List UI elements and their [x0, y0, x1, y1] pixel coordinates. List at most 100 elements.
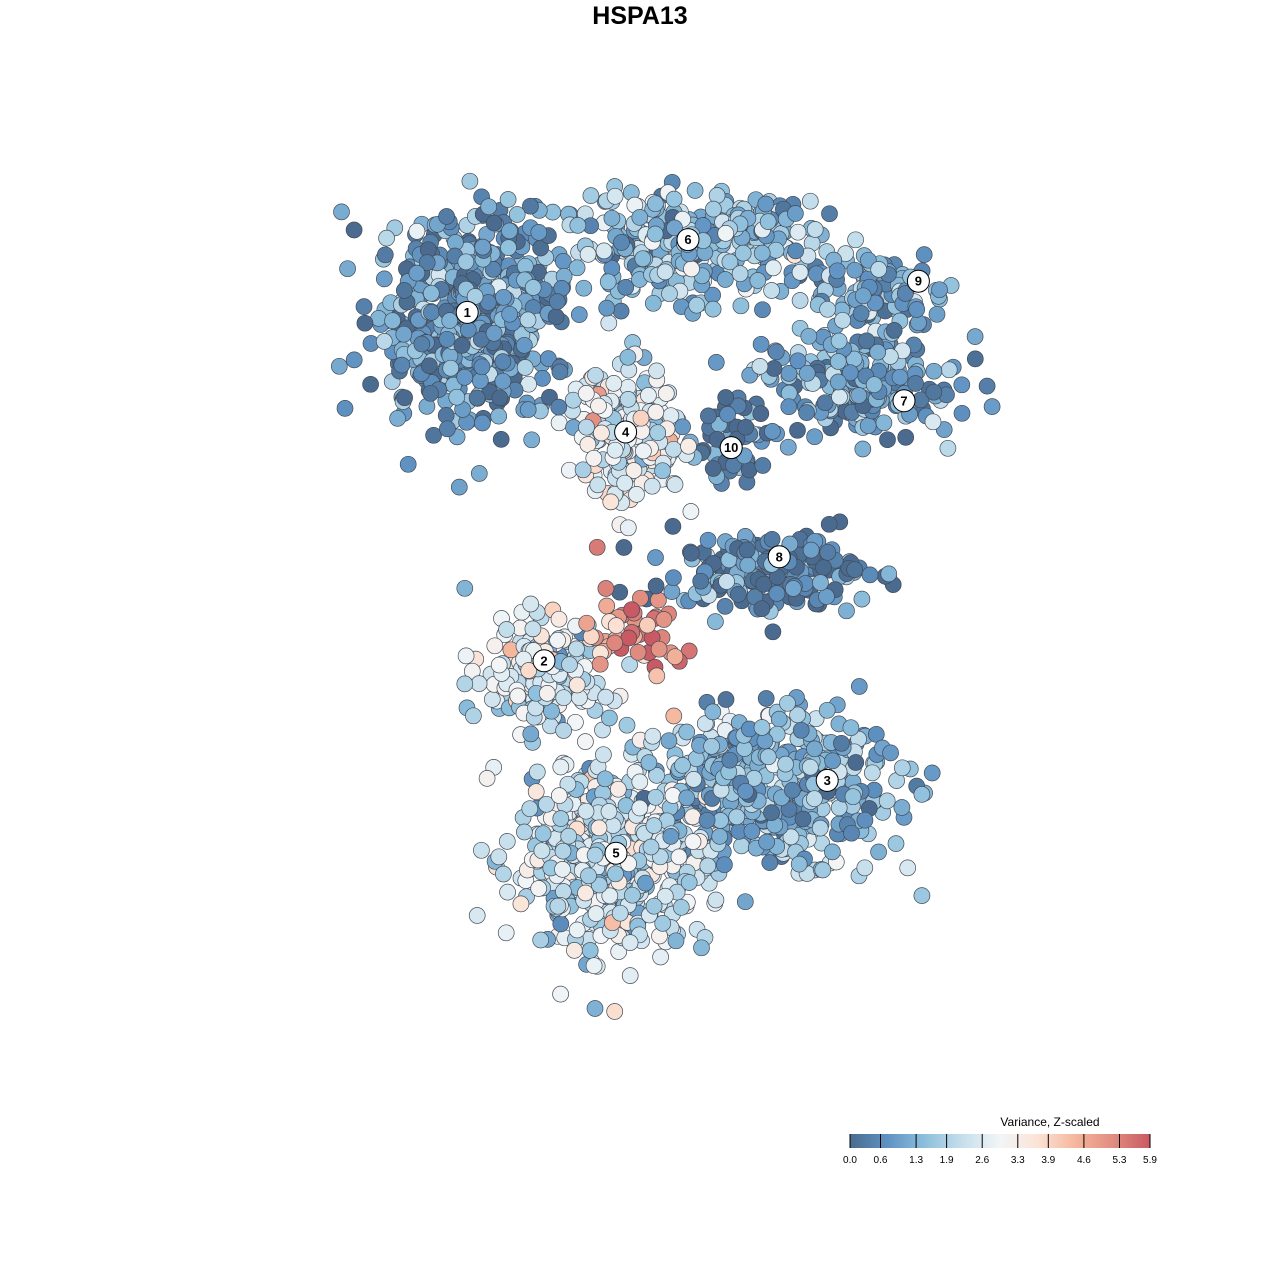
point-cluster-10: [752, 405, 770, 422]
point-cluster-4: [619, 348, 637, 366]
point-cluster-5: [662, 828, 680, 845]
point-cluster-9: [828, 262, 846, 280]
point-cluster-6: [757, 195, 775, 213]
point-cluster-1: [378, 229, 395, 247]
point-cluster-1: [345, 351, 363, 369]
point-cluster-4: [665, 440, 682, 458]
point-cluster-8: [682, 544, 700, 562]
point-cluster-5: [495, 865, 512, 883]
point-cluster-3: [887, 835, 905, 852]
point-hotspot: [666, 648, 684, 666]
point-cluster-7: [800, 327, 818, 345]
point-cluster-7: [897, 429, 915, 446]
point-cluster-6: [731, 265, 749, 283]
point-cluster-2: [568, 640, 585, 658]
point-cluster-4: [632, 409, 650, 427]
cluster-label-8: 8: [776, 549, 783, 564]
point-cluster-6: [749, 272, 767, 289]
point-cluster-5: [601, 887, 619, 905]
point-hotspot: [591, 655, 609, 673]
point-cluster-1: [376, 246, 394, 264]
point-cluster-1: [375, 270, 393, 288]
point-cluster-5: [580, 867, 597, 885]
colorbar-tick-label: 4.6: [1077, 1155, 1091, 1166]
point-cluster-3: [698, 811, 716, 829]
point-cluster-8: [818, 588, 835, 605]
point-cluster-1: [375, 333, 393, 350]
colorbar-tick-label: 5.9: [1143, 1155, 1157, 1166]
point-hotspot: [629, 643, 647, 661]
point-cluster-4: [593, 424, 610, 442]
point-cluster-2: [457, 647, 475, 665]
point-cluster-4: [625, 462, 643, 479]
point-hotspot: [578, 614, 596, 632]
point-cluster-1: [470, 465, 488, 482]
point-cluster-1: [491, 389, 509, 407]
point-hotspot: [588, 538, 606, 556]
point-cluster-8: [615, 539, 633, 556]
point-cluster-7: [865, 376, 883, 394]
point-cluster-6: [721, 253, 739, 271]
point-cluster-6: [732, 297, 750, 315]
point-cluster-3: [737, 782, 754, 800]
point-cluster-3: [824, 752, 841, 770]
colorbar: 0.0 0.6 1.3 1.9 2.6 3.3 3.9 4.6 5.3 5.9: [843, 1134, 1157, 1166]
point-cluster-6: [734, 244, 752, 262]
point-hotspot: [680, 642, 698, 660]
point-cluster-8: [739, 556, 757, 574]
point-cluster-1: [501, 222, 518, 240]
point-cluster-3: [674, 757, 691, 774]
point-cluster-8: [729, 586, 747, 603]
point-cluster-8: [815, 559, 832, 576]
point-cluster-4: [550, 414, 568, 432]
point-cluster-6: [821, 205, 838, 223]
point-cluster-7: [939, 439, 957, 457]
point-cluster-3: [753, 719, 771, 736]
point-cluster-3: [913, 887, 931, 904]
point-cluster-6: [647, 195, 664, 213]
point-cluster-2: [561, 656, 578, 673]
point-hotspot: [597, 580, 615, 597]
point-cluster-2: [456, 675, 474, 693]
point-cluster-3: [923, 764, 941, 782]
point-cluster-4: [605, 375, 623, 392]
point-cluster-8: [819, 543, 837, 561]
point-cluster-5: [606, 1003, 624, 1020]
point-cluster-5: [534, 825, 552, 843]
point-cluster-5: [550, 787, 568, 804]
point-cluster-7: [767, 343, 785, 361]
point-cluster-4: [577, 385, 595, 402]
cluster-label-6: 6: [684, 232, 691, 247]
point-cluster-9: [834, 311, 851, 329]
point-cluster-1: [438, 330, 456, 348]
point-cluster-5: [611, 904, 629, 922]
point-cluster-5: [532, 931, 550, 949]
point-cluster-5: [497, 924, 515, 942]
cluster-label-badge-2: [532, 649, 556, 673]
point-cluster-6: [595, 242, 613, 260]
point-cluster-5: [609, 780, 627, 798]
point-cluster-1: [345, 221, 363, 239]
colorbar-title: Variance, Z-scaled: [1000, 1115, 1100, 1129]
point-cluster-4: [680, 437, 697, 455]
point-cluster-7: [751, 358, 769, 375]
point-cluster-1: [551, 363, 569, 381]
point-cluster-6: [606, 187, 624, 205]
point-cluster-8: [853, 590, 871, 608]
point-cluster-7: [798, 404, 815, 421]
point-cluster-1: [522, 197, 539, 215]
point-cluster-5: [566, 942, 583, 959]
point-cluster-5: [645, 897, 663, 915]
point-cluster-2: [522, 725, 540, 743]
point-cluster-6: [764, 259, 782, 277]
point-cluster-8: [880, 565, 898, 583]
point-cluster-4: [648, 362, 665, 380]
cluster-label-10: 10: [724, 440, 738, 455]
point-cluster-4: [619, 391, 637, 408]
point-cluster-6: [716, 271, 734, 288]
point-cluster-2: [538, 685, 556, 702]
point-cluster-7: [806, 428, 823, 446]
point-cluster-5: [642, 838, 660, 856]
point-cluster-1: [468, 389, 486, 407]
point-cluster-5: [499, 883, 516, 901]
